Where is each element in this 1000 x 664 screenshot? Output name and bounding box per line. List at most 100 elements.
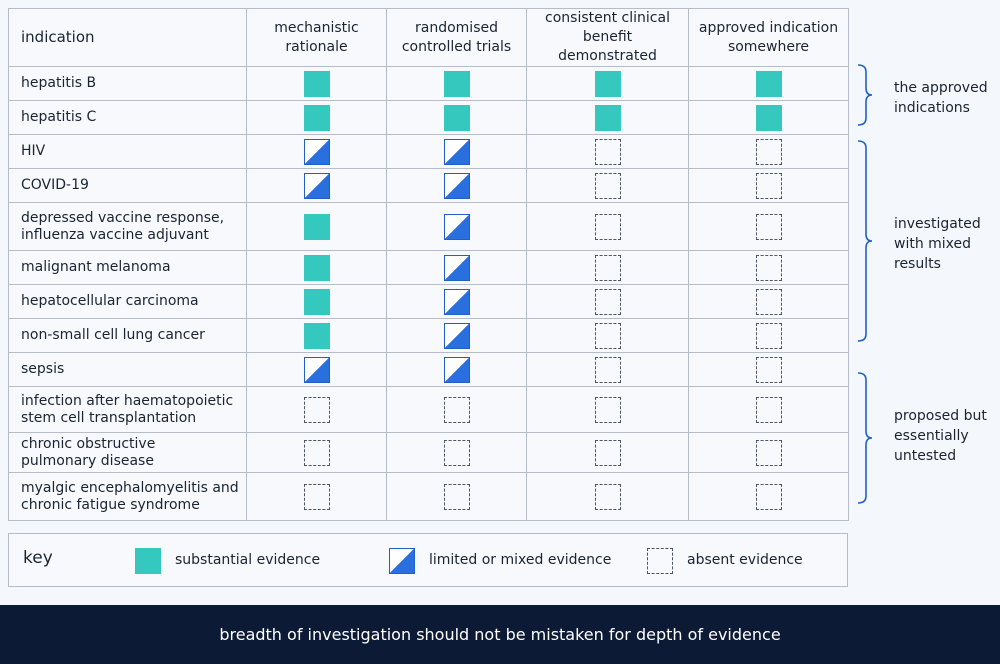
absent-evidence-icon (755, 138, 782, 165)
table-row: hepatitis C (8, 100, 849, 135)
indication-label: infection after haematopoietic stem cell… (8, 386, 247, 433)
absent-evidence-icon (755, 483, 782, 510)
evidence-cell (386, 66, 527, 101)
absent-evidence-icon (755, 254, 782, 281)
absent-evidence-icon (303, 396, 330, 423)
substantial-evidence-icon (303, 70, 330, 97)
evidence-cell (526, 352, 689, 387)
evidence-cell (688, 432, 849, 473)
indication-label: hepatocellular carcinoma (8, 284, 247, 319)
absent-evidence-icon (594, 138, 621, 165)
limited-evidence-icon (443, 288, 470, 315)
evidence-cell (526, 284, 689, 319)
table-row: sepsis (8, 352, 849, 387)
substantial-evidence-icon (443, 70, 470, 97)
absent-evidence-icon (594, 439, 621, 466)
evidence-cell (526, 168, 689, 203)
group-label-approved: the approved indications (894, 80, 988, 116)
evidence-cell (386, 352, 527, 387)
absent-evidence-icon (755, 322, 782, 349)
header-approved-indication: approved indication somewhere (688, 8, 849, 67)
evidence-cell (688, 134, 849, 169)
absent-evidence-icon (594, 322, 621, 349)
substantial-evidence-icon (303, 288, 330, 315)
evidence-cell (246, 100, 387, 135)
evidence-cell (688, 250, 849, 285)
evidence-cell (386, 168, 527, 203)
evidence-cell (526, 134, 689, 169)
absent-evidence-icon (594, 483, 621, 510)
limited-evidence-icon (443, 213, 470, 240)
absent-evidence-icon (594, 172, 621, 199)
table-row: hepatitis B (8, 66, 849, 101)
limited-evidence-icon (443, 138, 470, 165)
evidence-cell (246, 66, 387, 101)
evidence-cell (688, 168, 849, 203)
substantial-evidence-icon (755, 104, 782, 131)
evidence-cell (386, 284, 527, 319)
key-absent-label: absent evidence (687, 552, 803, 568)
limited-evidence-swatch (389, 548, 415, 574)
indication-label: sepsis (8, 352, 247, 387)
substantial-evidence-icon (594, 70, 621, 97)
evidence-cell (386, 100, 527, 135)
limited-evidence-icon (303, 138, 330, 165)
evidence-cell (246, 284, 387, 319)
evidence-matrix: indication mechanistic rationale randomi… (8, 8, 849, 521)
table-row: non-small cell lung cancer (8, 318, 849, 353)
evidence-cell (688, 100, 849, 135)
evidence-cell (246, 134, 387, 169)
absent-evidence-icon (755, 288, 782, 315)
table-row: malignant melanoma (8, 250, 849, 285)
table-row: HIV (8, 134, 849, 169)
evidence-cell (688, 284, 849, 319)
indication-label: malignant melanoma (8, 250, 247, 285)
limited-evidence-icon (443, 322, 470, 349)
absent-evidence-icon (303, 439, 330, 466)
limited-evidence-icon (443, 254, 470, 281)
evidence-cell (688, 318, 849, 353)
evidence-cell (688, 472, 849, 521)
evidence-cell (246, 318, 387, 353)
indication-label: HIV (8, 134, 247, 169)
indication-label: non-small cell lung cancer (8, 318, 247, 353)
evidence-cell (246, 168, 387, 203)
indication-label: COVID-19 (8, 168, 247, 203)
substantial-evidence-icon (303, 104, 330, 131)
evidence-cell (386, 134, 527, 169)
absent-evidence-icon (594, 254, 621, 281)
legend-key: key substantial evidence limited or mixe… (8, 533, 848, 587)
indication-label: chronic obstructive pulmonary disease (8, 432, 247, 473)
header-indication: indication (8, 8, 247, 67)
evidence-cell (246, 386, 387, 433)
table-row: infection after haematopoietic stem cell… (8, 386, 849, 433)
brace-approved (856, 64, 874, 126)
group-label-untested: proposed but essentially untested (894, 408, 987, 464)
absent-evidence-icon (443, 439, 470, 466)
substantial-evidence-icon (303, 254, 330, 281)
key-title: key (23, 548, 53, 568)
table-row: hepatocellular carcinoma (8, 284, 849, 319)
evidence-cell (246, 432, 387, 473)
absent-evidence-icon (594, 288, 621, 315)
footer-banner: breadth of investigation should not be m… (0, 605, 1000, 664)
evidence-cell (246, 202, 387, 251)
group-label-mixed-results: investigated with mixed results (894, 216, 981, 272)
key-limited-label: limited or mixed evidence (429, 552, 612, 568)
absent-evidence-icon (755, 439, 782, 466)
absent-evidence-icon (303, 483, 330, 510)
evidence-cell (688, 202, 849, 251)
evidence-cell (386, 432, 527, 473)
substantial-evidence-icon (443, 104, 470, 131)
brace-untested (856, 372, 874, 504)
table-row: chronic obstructive pulmonary disease (8, 432, 849, 473)
key-substantial-label: substantial evidence (175, 552, 321, 568)
limited-evidence-icon (303, 356, 330, 383)
evidence-cell (526, 318, 689, 353)
evidence-cell (246, 250, 387, 285)
absent-evidence-icon (755, 396, 782, 423)
indication-label: hepatitis C (8, 100, 247, 135)
evidence-cell (688, 386, 849, 433)
evidence-cell (526, 472, 689, 521)
limited-evidence-icon (443, 172, 470, 199)
